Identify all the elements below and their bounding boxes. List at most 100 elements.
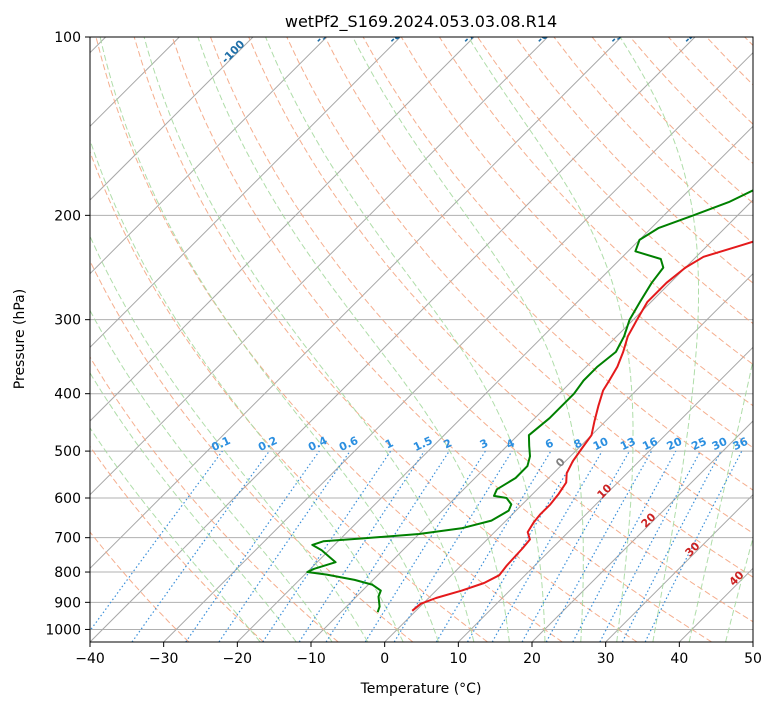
mixing-ratio-label: 4 bbox=[504, 436, 517, 451]
mixing-ratio-label: 16 bbox=[640, 435, 660, 453]
isotherm-label: -30 bbox=[755, 23, 775, 46]
mixing-ratio-line bbox=[131, 450, 270, 642]
mixing-ratio-label: 10 bbox=[591, 435, 611, 453]
dry-adiabat bbox=[90, 150, 488, 642]
mixing-ratio-line bbox=[325, 450, 450, 642]
mixing-ratio-line bbox=[521, 450, 631, 642]
isotherm-line bbox=[384, 272, 753, 642]
x-axis-label: Temperature (°C) bbox=[360, 681, 482, 697]
mixing-ratio-label: 6 bbox=[543, 436, 556, 451]
y-tick-label: 400 bbox=[54, 387, 81, 403]
x-tick-label: 10 bbox=[449, 651, 467, 667]
y-tick-label: 500 bbox=[54, 444, 81, 460]
isotherm-line bbox=[90, 37, 622, 570]
isotherm-label: -80 bbox=[386, 23, 409, 46]
temperature-line bbox=[411, 240, 753, 612]
mixing-ratio-line bbox=[435, 450, 552, 642]
isotherm-label: -50 bbox=[607, 23, 630, 46]
moist-adiabat bbox=[265, 37, 546, 642]
dry-adiabat bbox=[438, 37, 753, 366]
y-tick-label: 600 bbox=[54, 491, 81, 507]
moist-adiabat bbox=[467, 37, 634, 642]
moist-adiabat-label: 20 bbox=[639, 510, 659, 530]
y-tick-label: 100 bbox=[54, 30, 81, 46]
x-tick-label: 0 bbox=[380, 651, 389, 667]
mixing-ratio-label: 36 bbox=[731, 435, 751, 453]
isotherm-label: -40 bbox=[681, 23, 704, 46]
axes: −40 −30 −20 −10 0 10 20 30 40 5010009008007006005… bbox=[45, 30, 762, 667]
mixing-ratio-line bbox=[218, 450, 351, 642]
x-tick-label: −40 bbox=[75, 651, 105, 667]
dry-adiabat bbox=[95, 37, 563, 642]
mixing-ratio-line bbox=[298, 450, 425, 642]
isotherm-line bbox=[163, 51, 753, 642]
dry-adiabat bbox=[90, 445, 264, 642]
moist-adiabat bbox=[688, 358, 753, 642]
dry-adiabat bbox=[90, 531, 190, 642]
moist-adiabat bbox=[90, 235, 369, 642]
y-tick-label: 800 bbox=[54, 565, 81, 581]
moist-adiabat bbox=[619, 37, 699, 642]
x-tick-label: 50 bbox=[744, 651, 762, 667]
y-tick-label: 1000 bbox=[45, 622, 81, 638]
isotherm-line bbox=[457, 346, 753, 642]
moist-adiabat bbox=[99, 37, 439, 642]
series-layer bbox=[306, 189, 753, 613]
moist-adiabat bbox=[143, 37, 475, 642]
mixing-ratio-line bbox=[393, 450, 513, 642]
moist-adiabat bbox=[90, 371, 297, 642]
x-tick-label: 30 bbox=[597, 651, 615, 667]
dry-adiabat bbox=[400, 37, 753, 407]
moist-adiabat bbox=[197, 37, 510, 642]
plot-frame bbox=[89, 36, 754, 643]
moist-adiabat bbox=[90, 309, 333, 642]
isotherm-label: -90 bbox=[313, 23, 336, 46]
moist-adiabat bbox=[352, 37, 584, 642]
mixing-ratio-line bbox=[545, 450, 653, 642]
moist-adiabat bbox=[725, 536, 753, 642]
mixing-ratio-label: 25 bbox=[689, 435, 708, 453]
mixing-ratio-line bbox=[644, 450, 743, 642]
dry-adiabat bbox=[706, 37, 753, 86]
isotherm-line bbox=[531, 420, 753, 642]
mixing-ratio-label: 13 bbox=[618, 435, 637, 453]
mixing-ratio-label: 20 bbox=[665, 435, 685, 453]
y-axis-label: Pressure (hPa) bbox=[12, 289, 28, 389]
moist-adiabat bbox=[90, 138, 404, 642]
isotherm-label: -70 bbox=[460, 23, 483, 46]
dry-adiabat bbox=[286, 37, 753, 534]
y-tick-label: 200 bbox=[54, 208, 81, 224]
mixing-ratio-line bbox=[262, 450, 392, 642]
dry-adiabat bbox=[90, 259, 414, 642]
mixing-ratio-label: 30 bbox=[710, 435, 730, 453]
dry-adiabat bbox=[515, 37, 753, 284]
mixing-ratio-label: 2 bbox=[442, 436, 454, 451]
mixing-ratio-line bbox=[185, 450, 320, 642]
dry-adiabat bbox=[171, 37, 712, 642]
dry-adiabat bbox=[210, 37, 753, 623]
isotherm-line bbox=[90, 37, 696, 642]
isotherm-label: -100 bbox=[219, 37, 248, 66]
isotherm-line bbox=[90, 37, 254, 201]
mixing-ratio-label: 3 bbox=[478, 436, 490, 451]
isotherm-label: -60 bbox=[534, 23, 557, 46]
y-tick-label: 900 bbox=[54, 595, 81, 611]
mixing-ratio-line bbox=[572, 450, 677, 642]
isotherm-line bbox=[605, 493, 753, 642]
x-tick-label: 20 bbox=[523, 651, 541, 667]
isotherm-line bbox=[90, 37, 549, 496]
moist-adiabat-label: 0 bbox=[553, 455, 568, 470]
dry-adiabat bbox=[248, 37, 753, 578]
x-tick-label: −20 bbox=[223, 651, 253, 667]
dry-adiabat bbox=[553, 37, 753, 244]
y-tick-label: 700 bbox=[54, 531, 81, 547]
background-grid bbox=[90, 37, 753, 642]
x-tick-label: −30 bbox=[149, 651, 179, 667]
x-tick-label: 40 bbox=[670, 651, 688, 667]
dry-adiabat bbox=[133, 37, 638, 642]
chart-title: wetPf2_S169.2024.053.03.08.R14 bbox=[285, 12, 557, 32]
moist-adiabat bbox=[90, 427, 261, 642]
dry-adiabat bbox=[90, 356, 339, 642]
y-tick-label: 300 bbox=[54, 313, 81, 329]
